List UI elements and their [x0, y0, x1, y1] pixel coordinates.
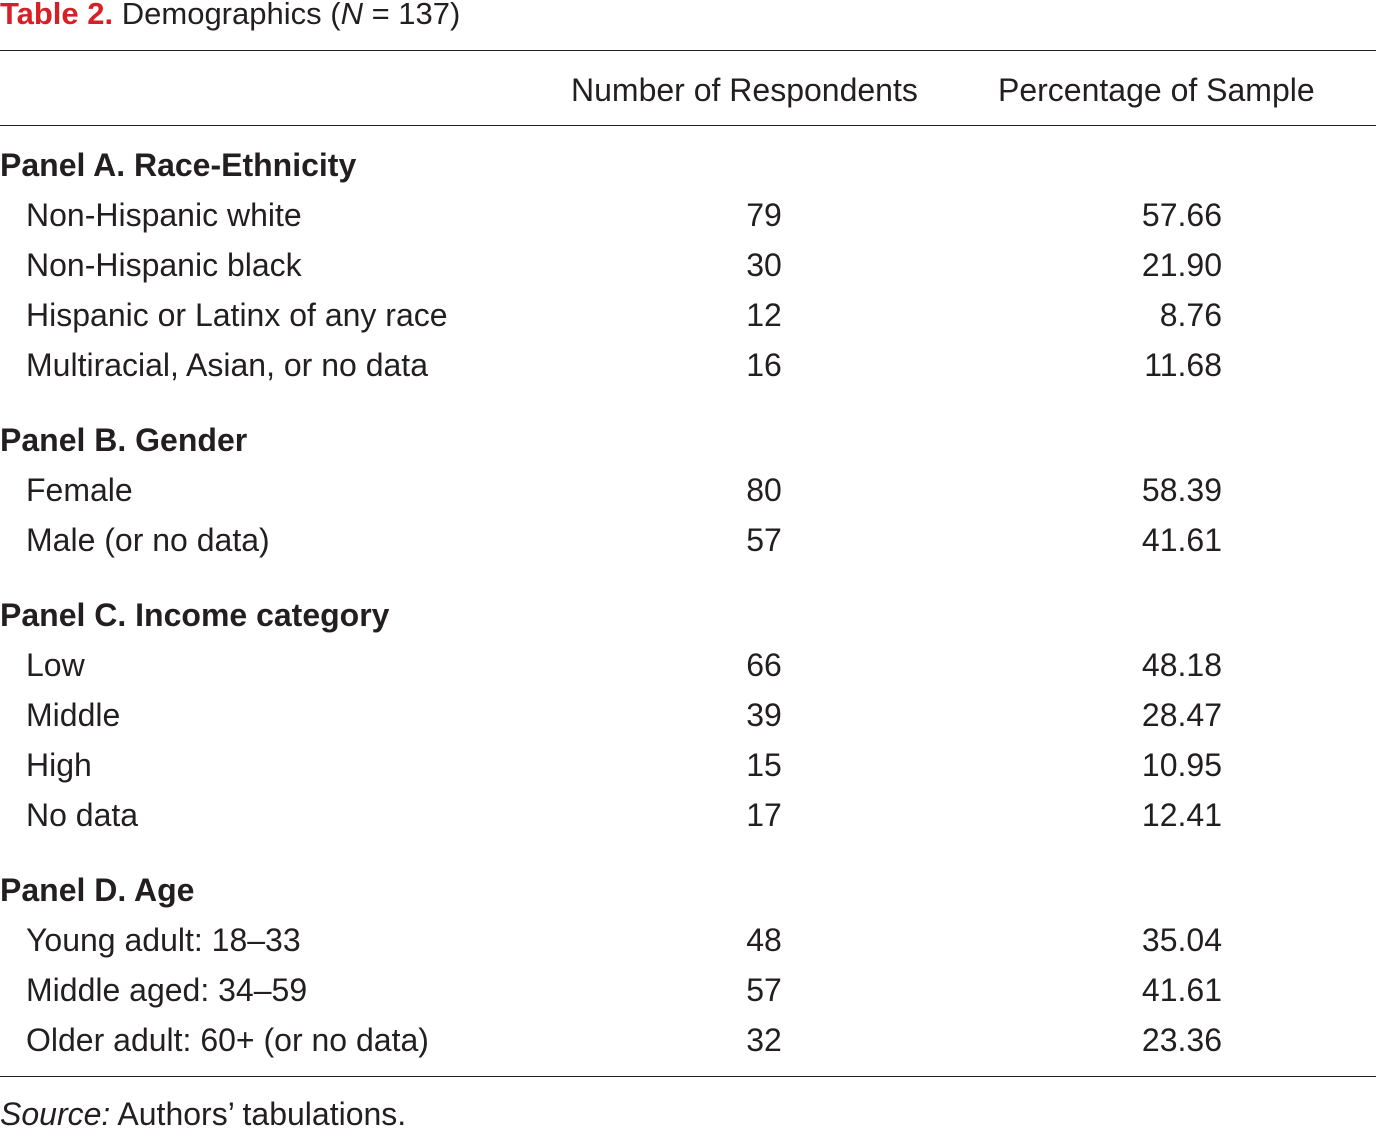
sample-percentage: 48.18: [1141, 647, 1222, 683]
respondent-count: 17: [746, 797, 782, 833]
sample-percentage: 11.68: [1144, 347, 1222, 383]
respondent-count: 15: [746, 747, 782, 783]
sample-percentage: 21.90: [1141, 247, 1222, 283]
row-label: No data: [26, 797, 139, 833]
respondent-count: 57: [746, 522, 782, 558]
sample-percentage: 41.61: [1141, 522, 1222, 558]
row-label: Multiracial, Asian, or no data: [26, 347, 428, 383]
row-label: Middle aged: 34–59: [26, 972, 308, 1008]
respondent-count: 57: [746, 972, 782, 1008]
table-number: Table 2.: [0, 0, 114, 31]
row-label: Low: [26, 647, 85, 683]
sample-percentage: 23.36: [1141, 1022, 1222, 1058]
sample-percentage: 41.61: [1141, 972, 1222, 1008]
row-label: Female: [26, 472, 133, 508]
panel-title: Panel A. Race-Ethnicity: [0, 147, 357, 183]
respondent-count: 66: [746, 647, 782, 683]
respondent-count: 79: [746, 197, 782, 233]
row-label: Middle: [26, 697, 121, 733]
top-rule: [0, 50, 1376, 51]
source-text: Authors’ tabulations.: [110, 1096, 407, 1132]
respondent-count: 12: [746, 297, 782, 333]
panel-title: Panel B. Gender: [0, 422, 248, 458]
bottom-rule: [0, 1076, 1376, 1077]
respondent-count: 48: [746, 922, 782, 958]
row-label: High: [26, 747, 92, 783]
source-label: Source:: [0, 1096, 111, 1132]
sample-percentage: 12.41: [1141, 797, 1222, 833]
sample-percentage: 28.47: [1141, 697, 1222, 733]
row-label: Non-Hispanic white: [26, 197, 302, 233]
row-label: Young adult: 18–33: [26, 922, 301, 958]
sample-percentage: 8.76: [1159, 297, 1222, 333]
source-note: Source: Authors’ tabulations.: [0, 1094, 406, 1134]
table-caption: Table 2. Demographics (N = 137): [0, 0, 460, 34]
caption-title-prefix: Demographics (: [113, 0, 341, 31]
respondent-count: 16: [746, 347, 782, 383]
sample-percentage: 35.04: [1141, 922, 1222, 958]
respondent-count: 32: [746, 1022, 782, 1058]
sample-percentage: 58.39: [1141, 472, 1222, 508]
caption-title-suffix: = 137): [362, 0, 461, 31]
row-label: Male (or no data): [26, 522, 270, 558]
sample-percentage: 57.66: [1141, 197, 1222, 233]
panel-title: Panel D. Age: [0, 872, 195, 908]
header-rule: [0, 125, 1376, 126]
caption-n-symbol: N: [340, 0, 363, 31]
respondent-count: 80: [746, 472, 782, 508]
column-header-respondents: Number of Respondents: [571, 72, 918, 108]
column-header-percentage: Percentage of Sample: [998, 72, 1315, 108]
panel-title: Panel C. Income category: [0, 597, 390, 633]
respondent-count: 30: [746, 247, 782, 283]
row-label: Older adult: 60+ (or no data): [26, 1022, 429, 1058]
row-label: Hispanic or Latinx of any race: [26, 297, 448, 333]
sample-percentage: 10.95: [1141, 747, 1222, 783]
respondent-count: 39: [746, 697, 782, 733]
row-label: Non-Hispanic black: [26, 247, 302, 283]
